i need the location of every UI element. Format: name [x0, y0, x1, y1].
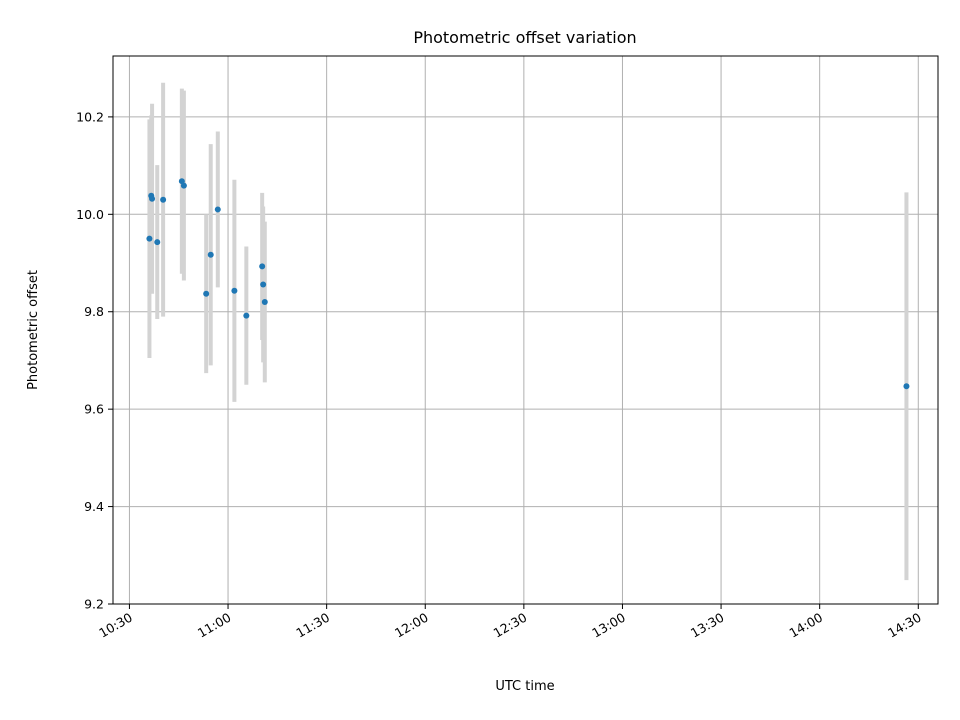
- x-axis-label: UTC time: [495, 679, 554, 694]
- data-point: [154, 239, 161, 246]
- data-point: [261, 298, 268, 305]
- data-point: [149, 195, 156, 202]
- data-point: [180, 182, 187, 189]
- data-point: [260, 281, 267, 288]
- data-point: [160, 196, 167, 203]
- data-point: [203, 290, 210, 297]
- point-layer: [146, 178, 910, 390]
- y-tick-label: 9.8: [84, 304, 104, 319]
- y-tick-label: 9.4: [84, 499, 104, 514]
- plot-frame: [112, 55, 939, 605]
- y-tick-label: 10.2: [76, 109, 104, 124]
- data-point: [259, 263, 266, 270]
- data-point: [243, 312, 250, 319]
- data-point: [146, 235, 153, 242]
- data-point: [903, 383, 910, 390]
- data-point: [207, 251, 214, 258]
- data-point: [214, 206, 221, 213]
- chart-title: Photometric offset variation: [413, 28, 636, 47]
- y-axis-label: Photometric offset: [26, 270, 41, 390]
- y-tick-label: 9.6: [84, 402, 104, 417]
- y-tick-label: 10.0: [76, 207, 104, 222]
- data-point: [231, 287, 238, 294]
- y-tick-label: 9.2: [84, 597, 104, 612]
